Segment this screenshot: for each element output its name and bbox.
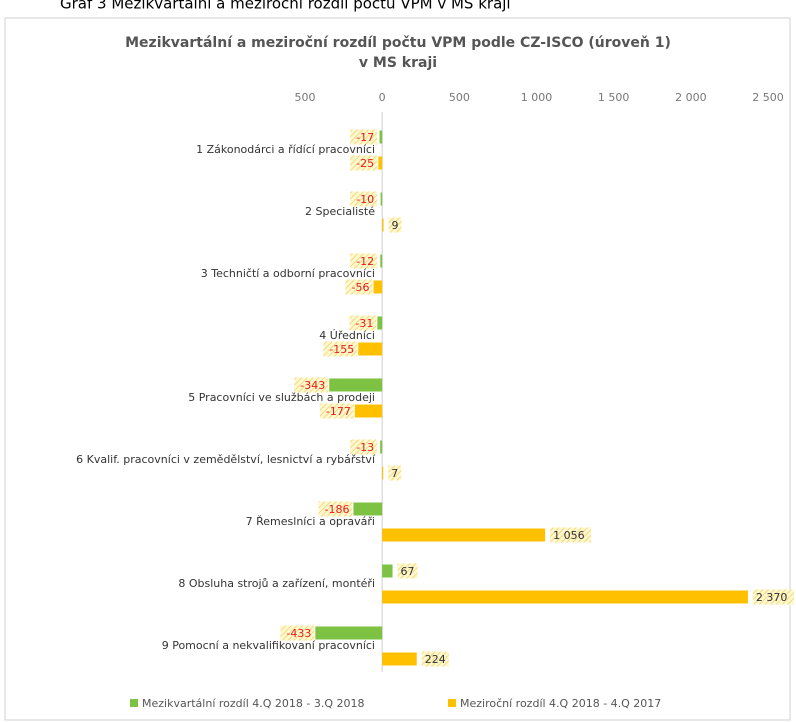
value-label: 7 [391, 467, 398, 480]
bar [382, 466, 384, 480]
bar [379, 130, 383, 144]
value-label-bg [550, 527, 592, 543]
value-label-bg [294, 377, 329, 393]
value-label-bg [421, 651, 449, 667]
bar [354, 404, 383, 418]
bar [382, 652, 417, 666]
bar [315, 626, 383, 640]
category-label: 2 Specialisté [305, 205, 375, 218]
bar [382, 528, 546, 542]
value-label: 9 [392, 219, 399, 232]
x-tick-label: 0 [379, 91, 386, 104]
bar [358, 342, 383, 356]
chart-title: v MS kraji [359, 55, 437, 71]
value-label: -10 [356, 193, 374, 206]
value-label: -56 [352, 281, 370, 294]
category-label: 9 Pomocní a nekvalifikovaní pracovníci [162, 639, 375, 652]
value-label: -343 [300, 379, 325, 392]
value-label-bg [388, 217, 402, 233]
value-label: -31 [355, 317, 373, 330]
value-label: 1 056 [553, 529, 585, 542]
value-label-bg [397, 563, 418, 579]
category-label: 1 Zákonodárci a řídící pracovníci [196, 143, 375, 156]
legend-swatch [130, 699, 138, 707]
category-label: 5 Pracovníci ve službách a prodeji [188, 391, 375, 404]
value-label: -155 [329, 343, 354, 356]
x-tick-label: 1 500 [598, 91, 630, 104]
category-label: 6 Kvalif. pracovníci v zemědělství, lesn… [76, 453, 376, 466]
value-label-bg [350, 155, 378, 171]
value-label-bg [319, 403, 354, 419]
value-label-bg [323, 341, 358, 357]
value-label: -17 [356, 131, 374, 144]
bar [377, 316, 383, 330]
x-tick-label: 1 000 [521, 91, 553, 104]
category-label: 3 Techničtí a odborní pracovníci [201, 267, 375, 280]
value-label: -13 [356, 441, 374, 454]
value-label: -186 [324, 503, 349, 516]
value-label: -25 [356, 157, 374, 170]
legend-swatch [448, 699, 456, 707]
x-tick-label: 2 000 [675, 91, 707, 104]
bar [373, 280, 383, 294]
value-label-bg [318, 501, 353, 517]
caption: Graf 3 Mezikvartální a meziroční rozdíl … [60, 0, 511, 13]
bar [382, 590, 748, 604]
value-label: 67 [401, 565, 415, 578]
x-tick-label: 2 500 [752, 91, 784, 104]
chart-title: Mezikvartální a meziroční rozdíl počtu V… [125, 35, 671, 51]
value-label-bg [350, 191, 378, 207]
bar [382, 218, 384, 232]
value-label-bg [349, 315, 377, 331]
value-label-bg [752, 589, 794, 605]
value-label: -433 [286, 627, 311, 640]
category-label: 4 Úředníci [319, 329, 375, 342]
value-label: -12 [356, 255, 374, 268]
x-tick-label: 500 [449, 91, 470, 104]
bar [380, 192, 383, 206]
value-label-bg [345, 279, 373, 295]
legend-label: Meziroční rozdíl 4.Q 2018 - 4.Q 2017 [460, 697, 661, 710]
bar [329, 378, 383, 392]
value-label: 224 [425, 653, 446, 666]
category-label: 8 Obsluha strojů a zařízení, montéři [178, 577, 375, 590]
value-label-bg [388, 465, 402, 481]
legend-label: Mezikvartální rozdíl 4.Q 2018 - 3.Q 2018 [142, 697, 365, 710]
bar [380, 440, 383, 454]
category-label: 7 Řemeslníci a opraváři [246, 515, 375, 528]
value-label-bg [280, 625, 315, 641]
x-tick-label: 500 [295, 91, 316, 104]
value-label-bg [350, 253, 378, 269]
bar [353, 502, 383, 516]
value-label: -177 [326, 405, 351, 418]
value-label: 2 370 [756, 591, 788, 604]
chart-border [4, 17, 791, 721]
bar [380, 254, 383, 268]
bar [382, 564, 393, 578]
value-label-bg [350, 439, 378, 455]
value-label-bg [350, 129, 378, 145]
bar [378, 156, 383, 170]
